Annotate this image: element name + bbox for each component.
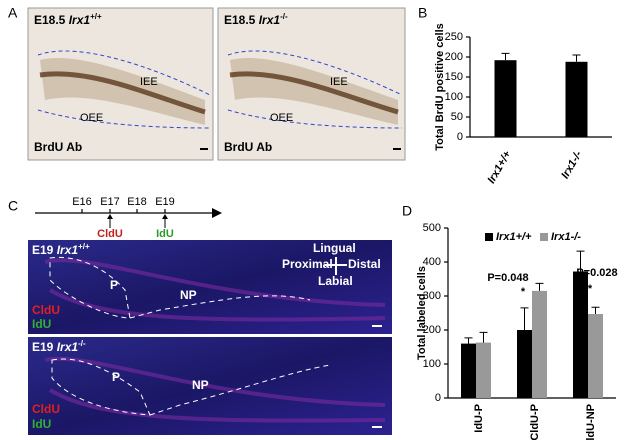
pulse-arrowhead	[162, 214, 168, 219]
orientation-cross	[325, 257, 347, 275]
bar	[461, 343, 476, 398]
stain-label: BrdU Ab	[224, 140, 272, 154]
x-tick-label: Irx1-/-	[559, 149, 585, 181]
y-tick-label: 250	[445, 31, 463, 43]
annotation: P=0.048	[487, 272, 528, 284]
timeline-arrow	[212, 208, 222, 218]
legend-swatch	[540, 233, 548, 241]
y-tick-label: 100	[423, 358, 441, 370]
bar	[494, 60, 517, 138]
annotation: *	[588, 283, 593, 295]
region-label: NP	[180, 288, 197, 302]
panel-label: A	[8, 5, 18, 21]
x-tick-label: CldU-NP	[585, 404, 597, 440]
y-tick-label: 200	[423, 324, 441, 336]
micrograph	[28, 240, 392, 334]
y-tick-label: 0	[457, 131, 463, 143]
error-bar	[576, 250, 585, 272]
pulse-label: IdU	[156, 228, 174, 240]
y-tick-label: 300	[423, 290, 441, 302]
y-axis-label: Total labeled cells	[416, 266, 428, 360]
bar	[476, 342, 491, 398]
x-tick-label: CldU-P	[529, 404, 541, 440]
error-bar	[520, 307, 529, 330]
region-label: OEE	[80, 112, 103, 124]
stain-label: BrdU Ab	[34, 140, 82, 154]
error-bar	[591, 306, 600, 315]
region-label: IEE	[330, 76, 348, 88]
orientation-label: Distal	[348, 257, 381, 271]
y-tick-label: 500	[423, 222, 441, 234]
panel-label: D	[402, 203, 412, 219]
y-axis-label: Total BrdU positive cells	[434, 23, 446, 151]
region-label: NP	[192, 378, 209, 392]
bar	[517, 330, 532, 398]
region-label: OEE	[270, 112, 293, 124]
orientation-label: Lingual	[313, 241, 356, 255]
micrograph	[27, 7, 214, 161]
pulse-label: CldU	[97, 228, 123, 240]
error-bar	[572, 54, 581, 62]
orientation-label: Proximal	[282, 257, 333, 271]
annotation: *	[521, 286, 526, 298]
timeline-label: E17	[100, 196, 120, 208]
image-label: E19 Irx1-/-	[32, 339, 86, 354]
error-bar	[479, 331, 488, 343]
image-label: E19 Irx1+/+	[32, 242, 90, 257]
timeline-label: E19	[155, 196, 175, 208]
timeline-label: E18	[127, 196, 147, 208]
stain-label: CldU	[32, 402, 60, 416]
timeline-label: E16	[72, 196, 92, 208]
x-tick-label: Irx1+/+	[485, 148, 513, 185]
legend-label: Irx1-/-	[551, 231, 581, 243]
error-bar	[464, 337, 473, 344]
region-label: IEE	[140, 76, 158, 88]
bar	[565, 61, 588, 137]
y-tick-label: 200	[445, 51, 463, 63]
x-tick-label: IdU-P	[473, 404, 485, 433]
legend-label: Irx1+/+	[496, 231, 532, 243]
y-tick-label: 50	[451, 111, 463, 123]
error-bar	[501, 52, 510, 61]
pulse-arrowhead	[107, 214, 113, 219]
annotation: P=0.028	[576, 267, 617, 279]
region-label: P	[110, 278, 118, 292]
panel-label: B	[418, 5, 427, 21]
micrograph	[28, 337, 392, 435]
panel-label: C	[8, 198, 18, 214]
region-label: P	[112, 370, 120, 384]
error-bar	[535, 282, 544, 291]
legend-swatch	[485, 233, 493, 241]
y-tick-label: 0	[435, 392, 441, 404]
stain-label: IdU	[32, 417, 51, 431]
bar	[573, 271, 588, 398]
stain-label: CldU	[32, 303, 60, 317]
image-label: E18.5 Irx1-/-	[224, 12, 288, 27]
y-tick-label: 100	[445, 91, 463, 103]
image-label: E18.5 Irx1+/+	[34, 12, 102, 27]
y-tick-label: 400	[423, 256, 441, 268]
y-tick-label: 150	[445, 71, 463, 83]
orientation-label: Labial	[318, 274, 353, 288]
bar	[588, 314, 603, 398]
micrograph	[217, 7, 406, 161]
stain-label: IdU	[32, 317, 51, 331]
bar	[532, 290, 547, 398]
